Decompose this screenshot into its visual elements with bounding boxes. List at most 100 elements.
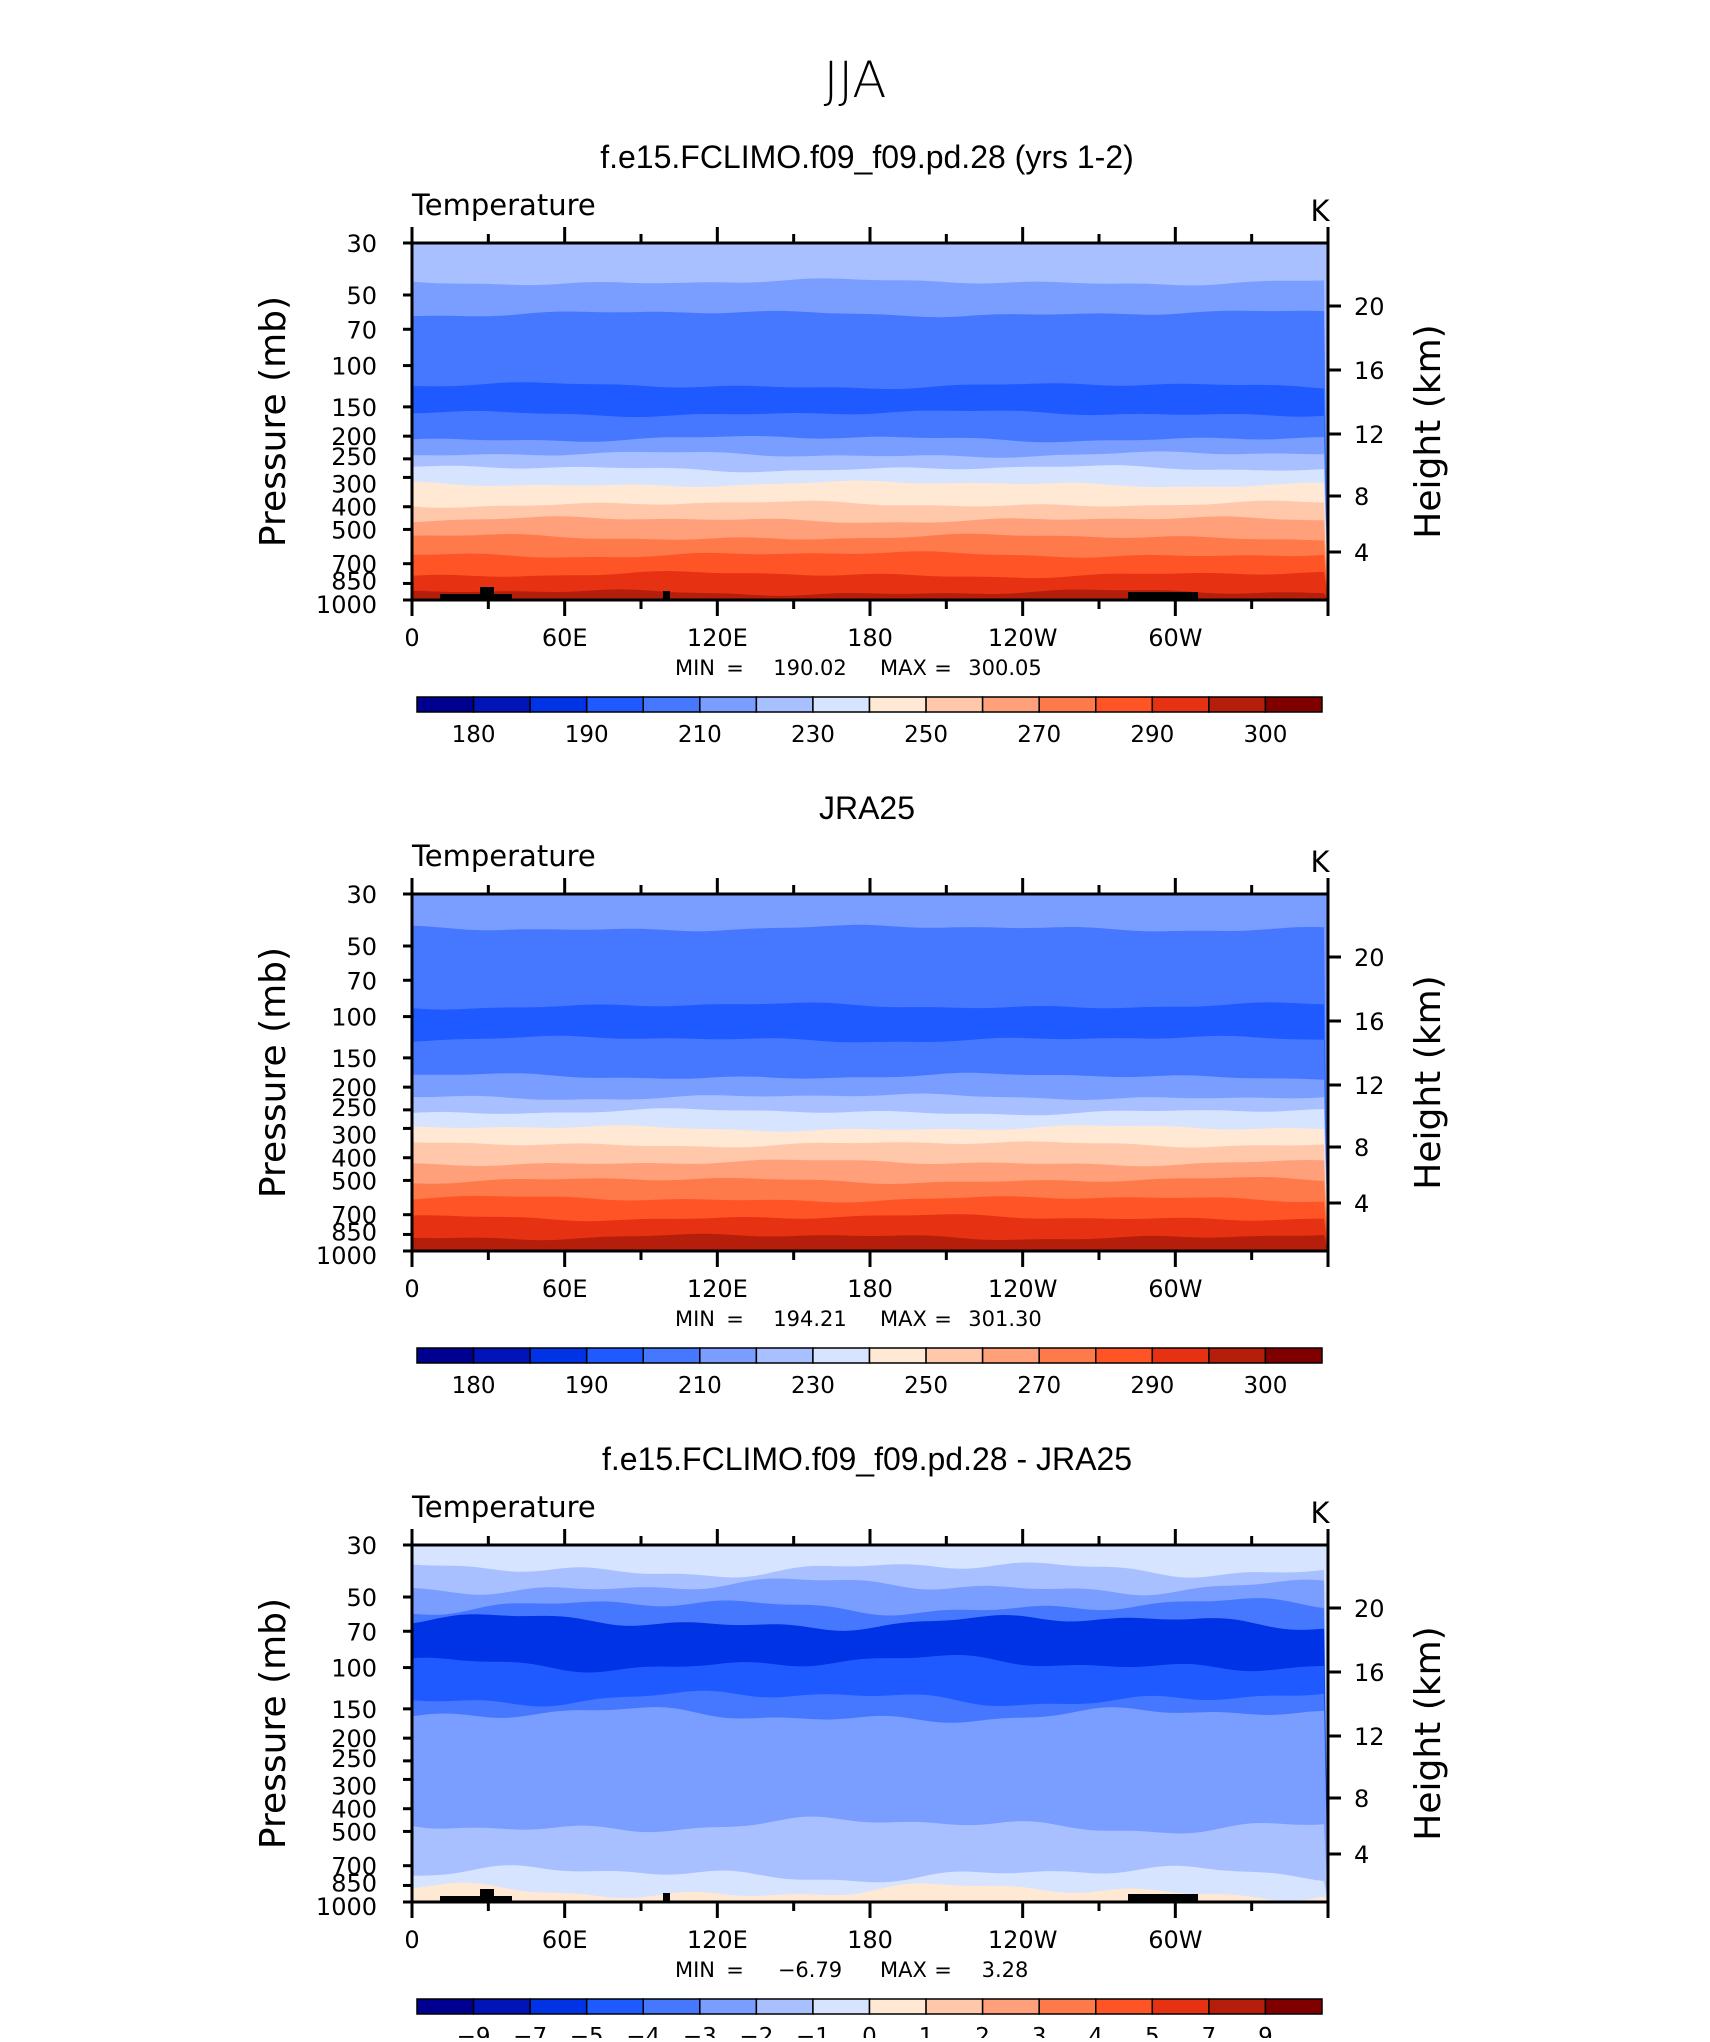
colorbar-swatch xyxy=(585,1347,644,1364)
x-tick-label: 0 xyxy=(404,1275,419,1303)
panel-2: JRA25 Temperature K 0 60E 120E 180 120W 60W 30 50 7… xyxy=(253,790,1449,1399)
y-tick-label: 30 xyxy=(346,230,377,258)
y-tick-label: 150 xyxy=(331,394,377,422)
y2-tick-label: 16 xyxy=(1354,357,1385,385)
colorbar: 180 190 210 230 250 270 290 300 xyxy=(416,1347,1323,1399)
y-tick-label: 200 xyxy=(331,423,377,451)
y2-tick-label: 8 xyxy=(1354,483,1369,511)
y-tick-label: 500 xyxy=(331,516,377,544)
colorbar-label: −4 xyxy=(626,2024,660,2038)
colorbar-label: 5 xyxy=(1145,2024,1160,2038)
x-tick-label: 120E xyxy=(687,1926,748,1954)
colorbar-swatch xyxy=(1038,1347,1097,1364)
topography-mask xyxy=(663,1893,670,1902)
y-tick-label: 100 xyxy=(331,1655,377,1683)
colorbar-swatch xyxy=(925,1998,984,2015)
contour-band xyxy=(412,1233,1328,1251)
x-tick-label: 60E xyxy=(542,624,588,652)
y-tick-label: 30 xyxy=(346,1532,377,1560)
y2-tick-label: 4 xyxy=(1354,539,1369,567)
y-tick-label: 400 xyxy=(331,494,377,522)
colorbar-label: 250 xyxy=(904,722,948,748)
colorbar-swatch xyxy=(699,1347,758,1364)
colorbar-swatch xyxy=(699,696,758,713)
y2-axis-label: Height (km) xyxy=(1408,975,1449,1189)
colorbar-swatch xyxy=(642,1998,701,2015)
colorbar-label: 250 xyxy=(904,1373,948,1399)
x-tick-label: 120E xyxy=(687,1275,748,1303)
y-tick-label: 70 xyxy=(346,316,377,344)
colorbar-label: −7 xyxy=(513,2024,547,2038)
colorbar-swatch xyxy=(812,696,871,713)
colorbar-label: 190 xyxy=(565,722,609,748)
y-tick-label: 300 xyxy=(331,1772,377,1800)
colorbar-label: 180 xyxy=(452,722,496,748)
equals-sign: = xyxy=(934,656,952,680)
x-tick-label: 120E xyxy=(687,624,748,652)
min-value: −6.79 xyxy=(778,1958,842,1982)
y2-axis-label: Height (km) xyxy=(1408,1626,1449,1840)
y-tick-label: 100 xyxy=(331,353,377,381)
y-tick-label: 50 xyxy=(346,933,377,961)
equals-sign: = xyxy=(934,1958,952,1982)
topography-mask xyxy=(480,587,494,600)
x-tick-label: 60E xyxy=(542,1926,588,1954)
y-axis-label: Pressure (mb) xyxy=(253,1598,294,1849)
max-label: MAX xyxy=(880,656,927,680)
colorbar-label: 210 xyxy=(678,722,722,748)
y-tick-label: 500 xyxy=(331,1818,377,1846)
max-value: 300.05 xyxy=(968,656,1041,680)
x-tick-label: 180 xyxy=(847,1275,893,1303)
units-label: K xyxy=(1310,194,1330,228)
topography-mask xyxy=(1128,592,1198,600)
colorbar-label: −2 xyxy=(739,2024,773,2038)
colorbar-label: 290 xyxy=(1130,722,1174,748)
colorbar-label: 4 xyxy=(1088,2024,1103,2038)
equals-sign: = xyxy=(726,1958,744,1982)
colorbar-swatch xyxy=(1151,696,1210,713)
colorbar-swatch xyxy=(1038,1998,1097,2015)
y-tick-label: 1000 xyxy=(316,1893,377,1921)
y2-tick-label: 16 xyxy=(1354,1008,1385,1036)
panel-title: f.e15.FCLIMO.f09_f09.pd.28 - JRA25 xyxy=(602,1441,1132,1477)
y-tick-label: 150 xyxy=(331,1045,377,1073)
y2-tick-label: 4 xyxy=(1354,1841,1369,1869)
y-tick-label: 70 xyxy=(346,1618,377,1646)
y-tick-label: 1000 xyxy=(316,591,377,619)
colorbar-swatch xyxy=(868,696,927,713)
x-tick-label: 180 xyxy=(847,624,893,652)
colorbar-swatch xyxy=(529,1998,588,2015)
y2-tick-label: 12 xyxy=(1354,1723,1385,1751)
colorbar-swatch xyxy=(755,1998,814,2015)
colorbar-swatch xyxy=(1151,1998,1210,2015)
x-tick-label: 120W xyxy=(988,1275,1058,1303)
min-value: 190.02 xyxy=(773,656,846,680)
colorbar-label: 1 xyxy=(919,2024,934,2038)
variable-label: Temperature xyxy=(411,839,596,873)
colorbar-swatch xyxy=(868,1998,927,2015)
figure-title: JJA xyxy=(824,51,887,109)
colorbar-swatch xyxy=(981,1347,1040,1364)
colorbar-label: 300 xyxy=(1243,1373,1287,1399)
y-tick-label: 150 xyxy=(331,1696,377,1724)
colorbar-label: 270 xyxy=(1017,722,1061,748)
contour-field xyxy=(412,1545,1328,1902)
colorbar-swatch xyxy=(416,1347,475,1364)
y-tick-label: 300 xyxy=(331,470,377,498)
min-label: MIN xyxy=(675,656,715,680)
topography-mask xyxy=(440,594,512,600)
y-tick-label: 300 xyxy=(331,1121,377,1149)
contour-band xyxy=(412,589,1328,600)
y-tick-label: 30 xyxy=(346,881,377,909)
contour-field xyxy=(412,243,1328,600)
y-tick-label: 200 xyxy=(331,1074,377,1102)
colorbar-swatch xyxy=(925,696,984,713)
y-tick-label: 500 xyxy=(331,1167,377,1195)
colorbar-swatch xyxy=(472,696,531,713)
colorbar-label: 290 xyxy=(1130,1373,1174,1399)
equals-sign: = xyxy=(934,1307,952,1331)
topography-mask xyxy=(480,1889,494,1902)
colorbar-swatch xyxy=(585,1998,644,2015)
colorbar-swatch xyxy=(529,1347,588,1364)
x-tick-label: 120W xyxy=(988,1926,1058,1954)
